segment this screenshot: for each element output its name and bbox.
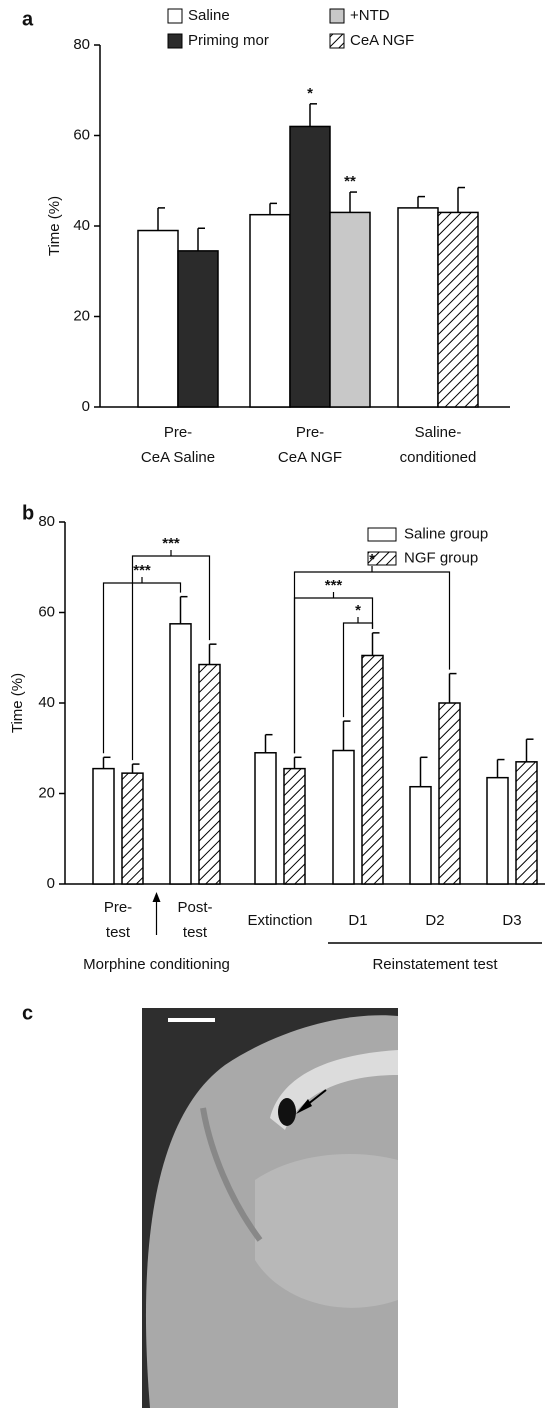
y-tick-label: 0 <box>47 875 55 892</box>
y-tick-label: 40 <box>73 217 90 234</box>
bar <box>199 665 220 884</box>
conditioning-arrow-head <box>153 892 161 902</box>
bar <box>516 762 537 884</box>
x-tick-label: Pre-CeA Saline <box>141 424 215 466</box>
bar <box>122 773 143 884</box>
legend-label: Saline group <box>404 525 488 542</box>
x-tick-label: D1 <box>348 912 367 929</box>
figure: c a Time (%) 0 20 40 60 80 Saline Priming mor +NT… <box>0 0 545 1408</box>
y-tick-label: 80 <box>38 513 55 530</box>
x-tick-label: Pre-test <box>104 899 132 941</box>
bar <box>170 624 191 884</box>
significance-label: ** <box>344 173 356 190</box>
bar <box>178 251 218 407</box>
lesion-site <box>278 1098 296 1126</box>
bar <box>290 126 330 407</box>
comparison-label: * <box>355 602 361 619</box>
legend-label: CeA NGF <box>350 32 414 49</box>
bar <box>398 208 438 407</box>
x-tick-label: Pre-CeA NGF <box>278 424 342 466</box>
bar <box>93 769 114 884</box>
bar <box>333 751 354 884</box>
panel-label: a <box>22 8 34 30</box>
legend-label: Priming mor <box>188 32 269 49</box>
comparison-label: *** <box>325 577 343 594</box>
category-group-label: Morphine conditioning <box>83 956 230 973</box>
bar <box>284 769 305 884</box>
panel-label: c <box>22 1002 33 1024</box>
x-tick-label: D3 <box>502 912 521 929</box>
bar <box>487 778 508 884</box>
x-tick-label: Post-test <box>177 899 212 941</box>
y-tick-label: 80 <box>73 36 90 53</box>
y-tick-label: 20 <box>73 307 90 324</box>
legend-swatch <box>168 9 182 23</box>
comparison-bracket <box>104 583 181 753</box>
category-group-label: Reinstatement test <box>372 956 498 973</box>
y-tick-label: 60 <box>38 603 55 620</box>
comparison-label: *** <box>162 535 180 552</box>
legend-label: NGF group <box>404 549 478 566</box>
legend-swatch <box>168 34 182 48</box>
bar <box>255 753 276 884</box>
y-tick-label: 20 <box>38 784 55 801</box>
comparison-bracket <box>295 598 373 753</box>
y-tick-label: 40 <box>38 694 55 711</box>
bar <box>362 655 383 884</box>
legend-swatch <box>330 34 344 48</box>
legend-label: Saline <box>188 7 230 24</box>
y-tick-label: 0 <box>82 398 90 415</box>
image-panel: c <box>22 1002 398 1408</box>
legend-swatch <box>368 528 396 541</box>
y-axis-title: Time (%) <box>46 196 63 256</box>
x-tick-label: D2 <box>425 912 444 929</box>
bar <box>138 231 178 407</box>
panel-label: b <box>22 502 34 524</box>
comparison-label: *** <box>133 562 151 579</box>
comparison-label: * <box>369 551 375 568</box>
bar <box>410 787 431 884</box>
x-tick-label: Saline-conditioned <box>400 424 477 466</box>
legend-label: +NTD <box>350 7 390 24</box>
significance-label: * <box>307 85 313 102</box>
y-axis-title: Time (%) <box>9 673 26 733</box>
bar <box>250 215 290 407</box>
bar <box>330 212 370 407</box>
bar <box>438 212 478 407</box>
legend-swatch <box>330 9 344 23</box>
bar <box>439 703 460 884</box>
x-tick-label: Extinction <box>247 912 312 929</box>
y-tick-label: 60 <box>73 126 90 143</box>
